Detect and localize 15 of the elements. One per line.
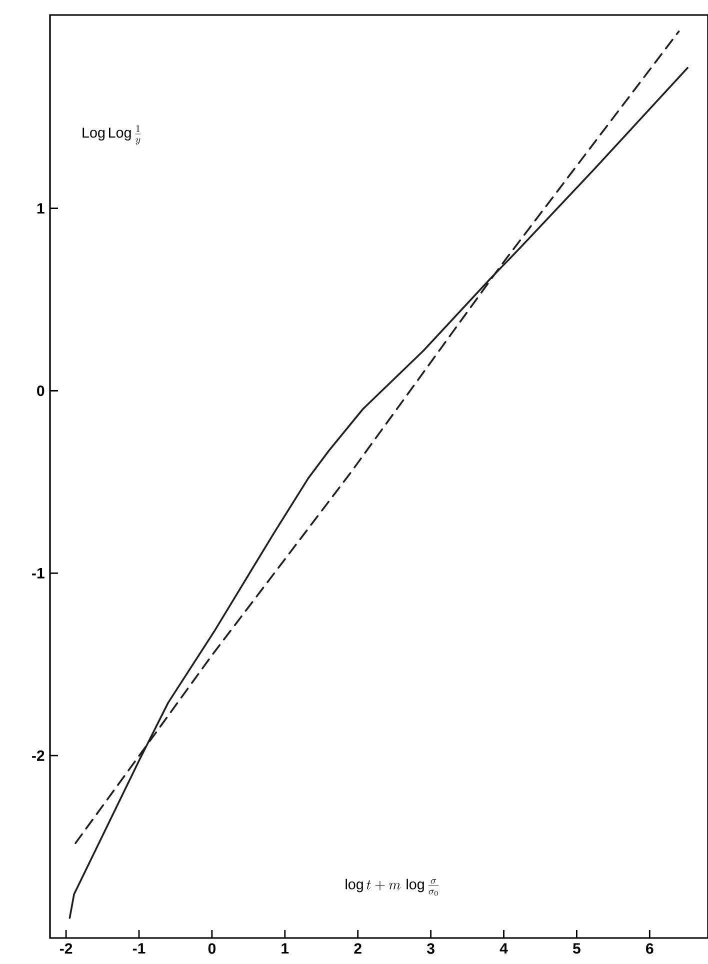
y-tick-label: -1 xyxy=(32,568,44,578)
x-tick-label: -1 xyxy=(132,943,146,954)
x-tick-label: 5 xyxy=(572,943,580,954)
x-tick-label: 2 xyxy=(354,943,362,954)
x-tick-label: 1 xyxy=(282,943,289,954)
x-tick-label: 4 xyxy=(500,943,508,954)
y-tick-label: 1 xyxy=(37,203,44,214)
y-tick-label: -2 xyxy=(32,750,44,761)
y-axis-title: $\mathrm{Log\,Log}\,\frac{1}{y}$ xyxy=(82,125,141,145)
x-axis-title: $\log t + m\,\log\frac{\sigma}{\sigma_0}$ xyxy=(346,878,439,896)
x-tick-label: 0 xyxy=(208,943,216,954)
y-tick-label: 0 xyxy=(37,385,44,396)
x-tick-label: 6 xyxy=(646,943,654,954)
x-tick-label: -2 xyxy=(60,943,72,954)
x-tick-label: 3 xyxy=(426,943,434,954)
